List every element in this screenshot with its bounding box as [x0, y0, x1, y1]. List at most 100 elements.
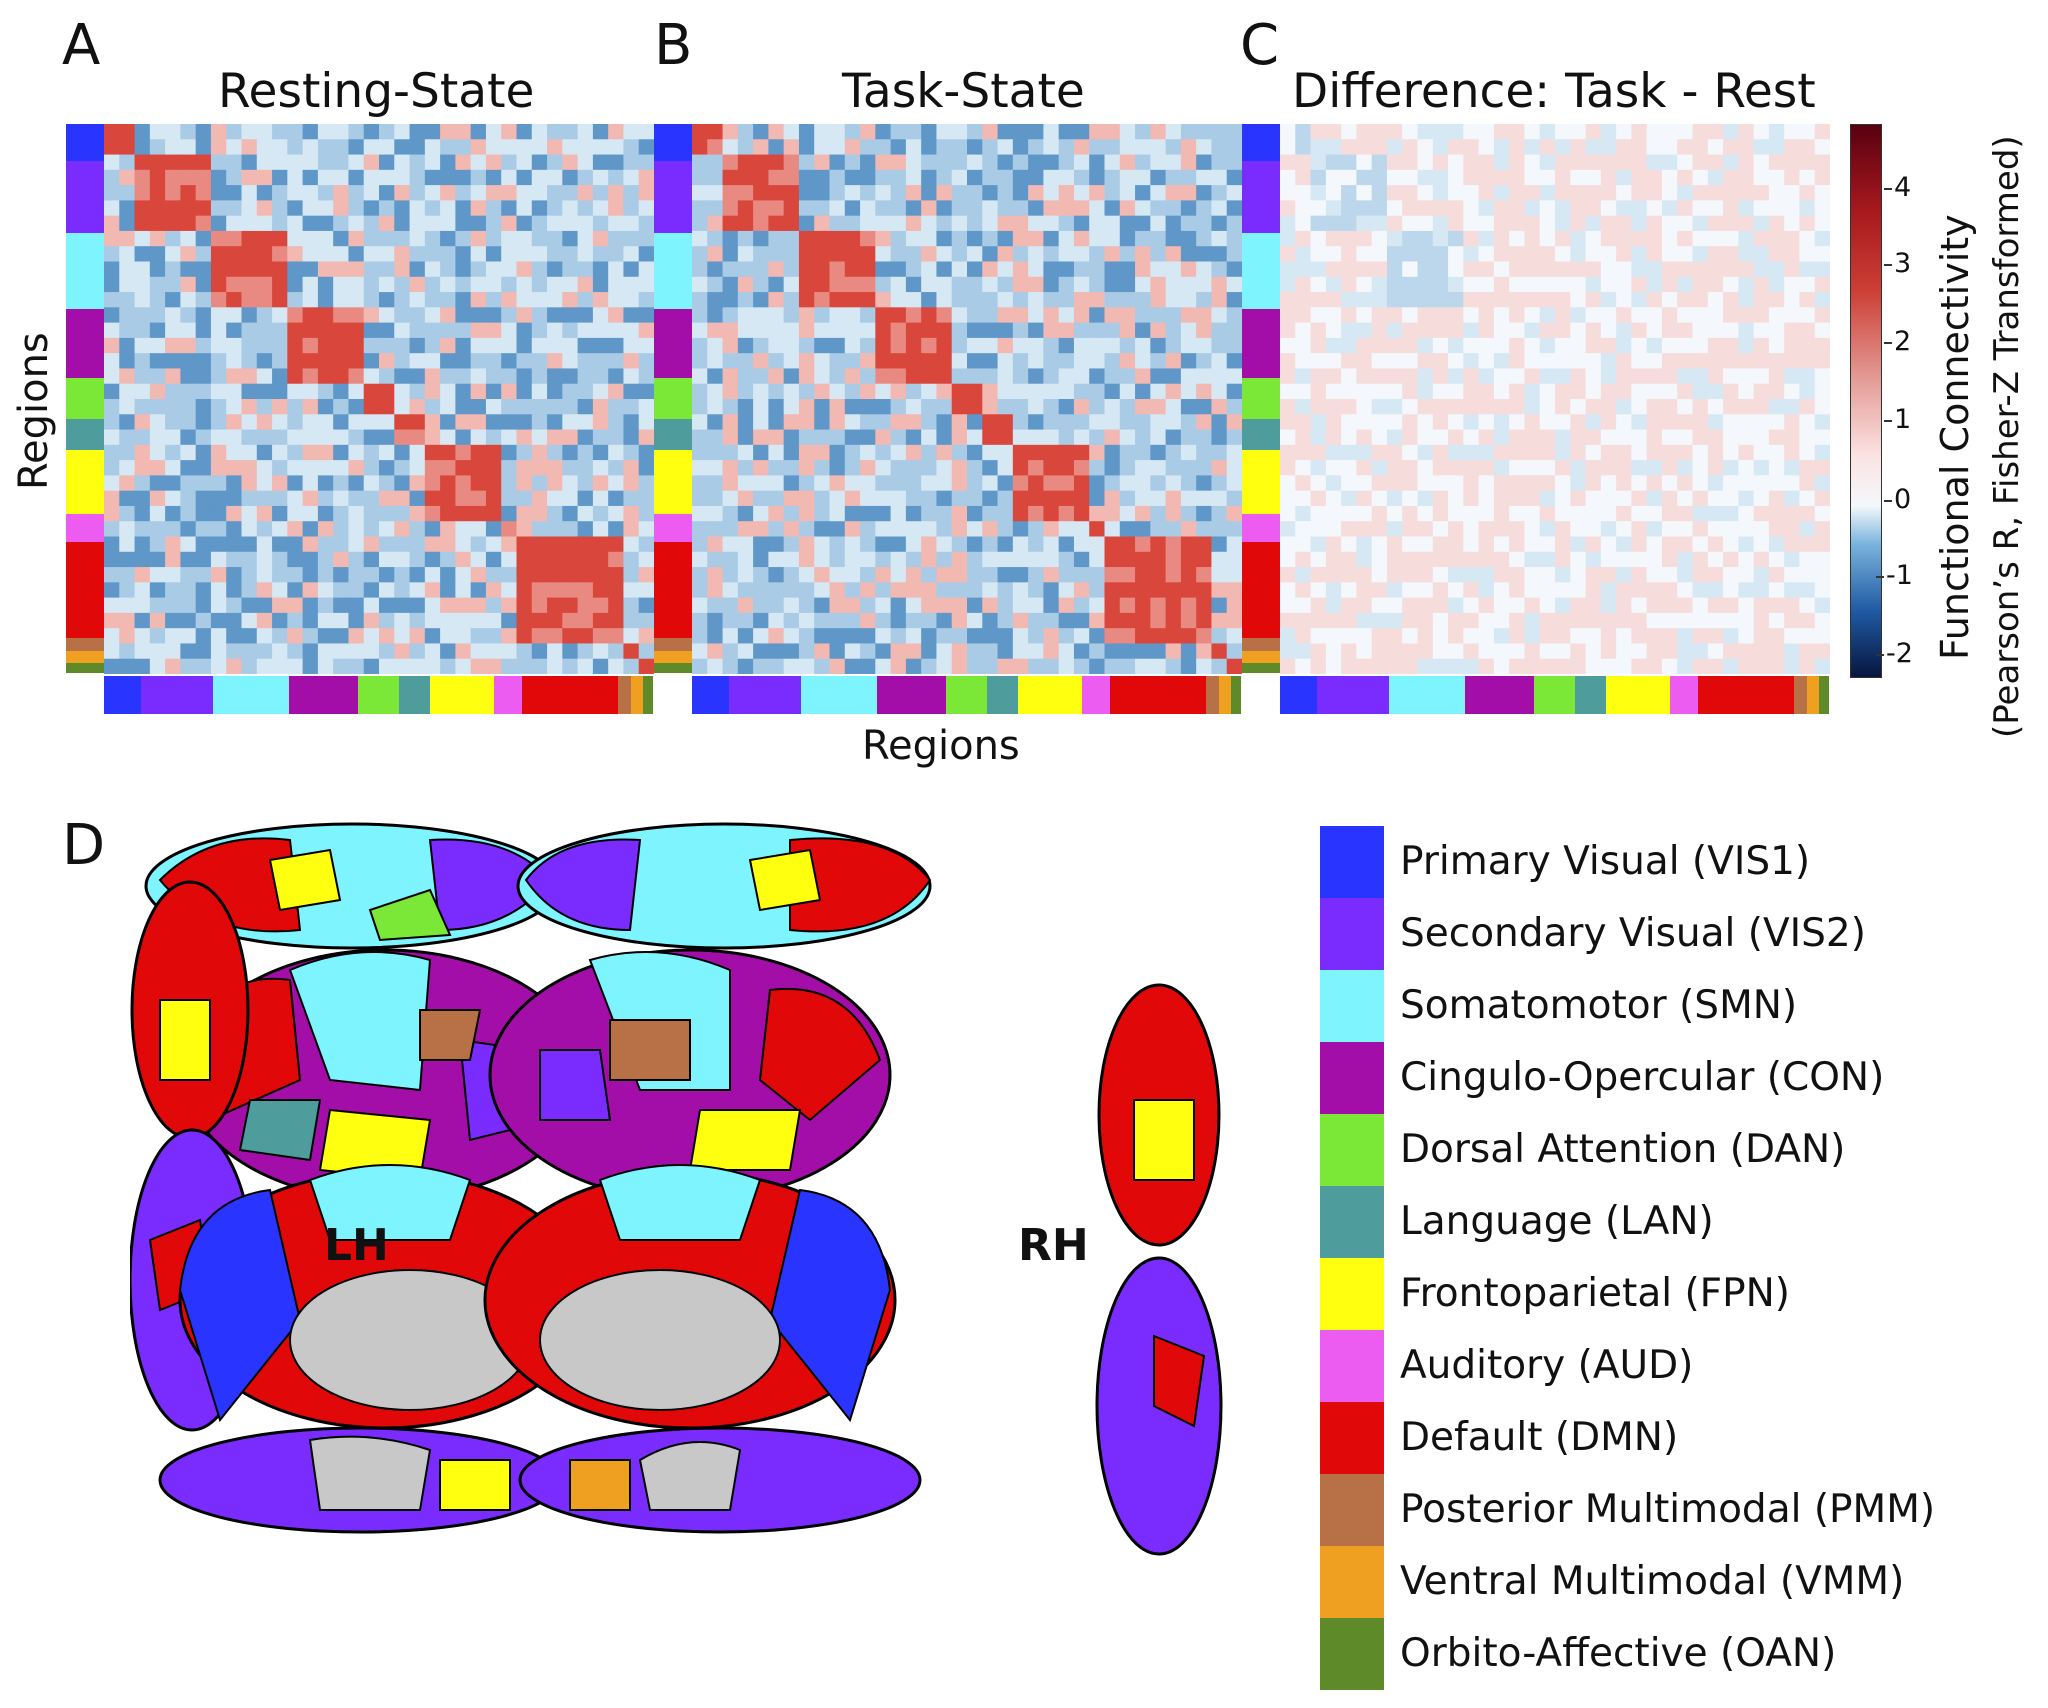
matrix-cell: [134, 567, 151, 583]
matrix-cell: [623, 628, 640, 644]
matrix-cell: [531, 322, 548, 339]
matrix-cell: [921, 368, 937, 385]
matrix-cell: [409, 612, 426, 629]
matrix-cell: [707, 643, 724, 660]
matrix-cell: [1104, 215, 1121, 232]
matrix-cell: [1723, 414, 1739, 431]
matrix-cell: [1325, 230, 1342, 247]
matrix-cell: [210, 169, 227, 186]
matrix-cell: [1570, 429, 1587, 446]
matrix-cell: [1341, 215, 1357, 232]
matrix-cell: [1058, 414, 1075, 431]
matrix-cell: [905, 368, 922, 385]
matrix-cell: [1104, 383, 1121, 400]
matrix-cell: [1280, 612, 1296, 629]
matrix-cell: [180, 567, 197, 583]
matrix-cell: [1089, 200, 1105, 217]
matrix-cell: [1386, 658, 1403, 674]
matrix-cell: [165, 292, 181, 308]
matrix-cell: [1432, 292, 1449, 308]
matrix-cell: [241, 230, 258, 247]
matrix-cell: [210, 597, 227, 614]
matrix-cell: [256, 475, 273, 492]
matrix-cell: [210, 536, 227, 553]
matrix-cell: [1211, 643, 1228, 660]
matrix-cell: [1417, 475, 1434, 492]
matrix-cell: [119, 628, 136, 644]
matrix-cell: [485, 521, 502, 537]
matrix-cell: [1524, 124, 1541, 140]
matrix-cell: [875, 475, 892, 492]
matrix-cell: [562, 124, 579, 140]
matrix-cell: [104, 292, 120, 308]
matrix-cell: [1814, 322, 1830, 339]
matrix-cell: [195, 444, 212, 461]
matrix-cell: [753, 307, 769, 324]
panel-letter-a: A: [62, 13, 101, 78]
matrix-cell: [1677, 337, 1693, 354]
matrix-cell: [1555, 628, 1571, 644]
matrix-cell: [180, 658, 197, 674]
matrix-cell: [485, 292, 502, 308]
matrix-cell: [1631, 460, 1648, 476]
matrix-cell: [860, 322, 876, 339]
matrix-cell: [1524, 582, 1541, 599]
matrix-cell: [531, 261, 548, 278]
matrix-cell: [485, 490, 502, 507]
matrix-cell: [1799, 643, 1816, 660]
matrix-cell: [149, 628, 166, 644]
matrix-cell: [562, 475, 579, 492]
matrix-cell: [722, 154, 739, 171]
matrix-cell: [1028, 124, 1044, 140]
matrix-cell: [455, 276, 472, 293]
matrix-cell: [1646, 139, 1663, 156]
matrix-cell: [753, 536, 769, 553]
matrix-cell: [1570, 521, 1587, 537]
matrix-cell: [623, 475, 640, 492]
matrix-cell: [547, 139, 563, 156]
matrix-cell: [424, 185, 441, 201]
matrix-cell: [1310, 185, 1327, 201]
matrix-cell: [1677, 567, 1693, 583]
matrix-cell: [921, 185, 937, 201]
matrix-cell: [287, 490, 304, 507]
matrix-cell: [1692, 444, 1709, 461]
matrix-cell: [1402, 185, 1418, 201]
matrix-cell: [287, 582, 304, 599]
matrix-cell: [592, 246, 609, 262]
matrix-cell: [226, 276, 242, 293]
matrix-cell: [1180, 597, 1197, 614]
matrix-cell: [768, 429, 785, 446]
matrix-cell: [1089, 246, 1105, 262]
matrix-cell: [455, 292, 472, 308]
matrix-cell: [1707, 383, 1724, 400]
matrix-cell: [1784, 292, 1800, 308]
matrix-cell: [1509, 215, 1525, 232]
matrix-cell: [1058, 353, 1075, 369]
matrix-cell: [1539, 169, 1556, 186]
strip-segment-dmn: [654, 542, 692, 638]
legend-label-con: Cingulo-Opercular (CON): [1400, 1055, 1885, 1100]
matrix-cell: [149, 261, 166, 278]
matrix-cell: [936, 658, 953, 674]
matrix-cell: [936, 414, 953, 431]
matrix-cell: [409, 597, 426, 614]
matrix-cell: [363, 337, 380, 354]
matrix-cell: [1723, 154, 1739, 171]
matrix-cell: [692, 567, 708, 583]
matrix-cell: [562, 505, 579, 522]
matrix-cell: [638, 490, 654, 507]
matrix-cell: [1478, 429, 1495, 446]
matrix-cell: [1784, 582, 1800, 599]
matrix-cell: [470, 567, 487, 583]
matrix-cell: [256, 139, 273, 156]
matrix-cell: [348, 368, 365, 385]
matrix-cell: [592, 154, 609, 171]
matrix-cell: [104, 643, 120, 660]
matrix-cell: [638, 215, 654, 232]
matrix-cell: [470, 185, 487, 201]
matrix-cell: [1784, 612, 1800, 629]
matrix-cell: [1493, 292, 1510, 308]
matrix-cell: [1402, 628, 1418, 644]
matrix-cell: [1417, 276, 1434, 293]
